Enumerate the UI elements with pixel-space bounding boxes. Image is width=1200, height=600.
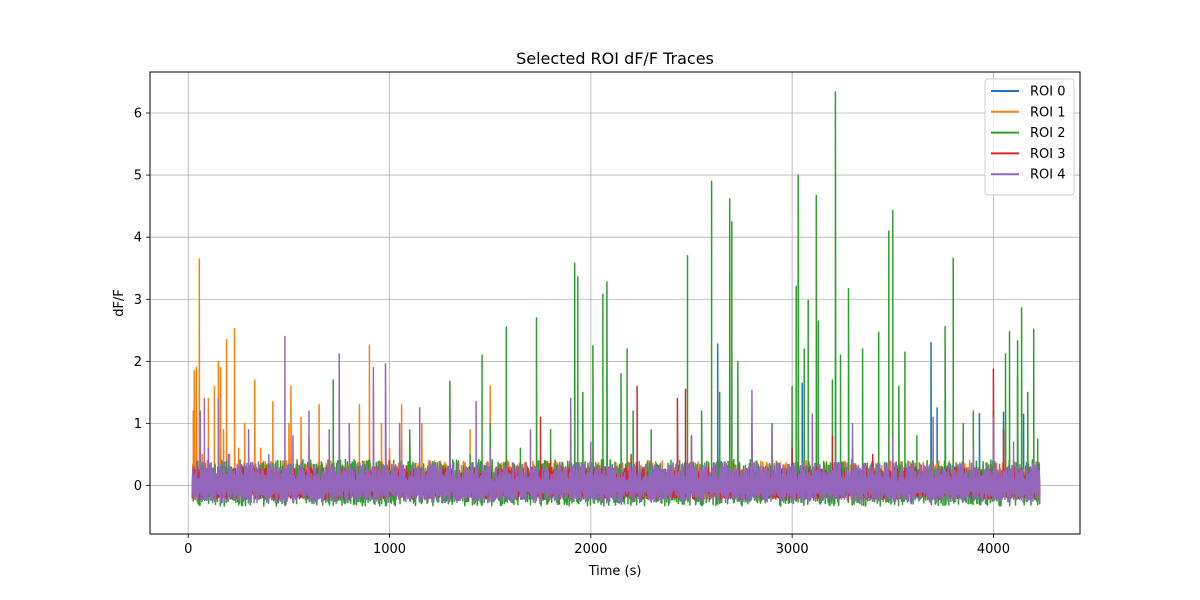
y-axis-label: dF/F — [112, 289, 127, 317]
legend-box — [984, 78, 1075, 196]
x-axis-label: Time (s) — [588, 564, 642, 579]
legend-label: ROI 1 — [1030, 105, 1066, 120]
axes-frame — [149, 71, 1081, 535]
legend-label: ROI 4 — [1030, 168, 1066, 183]
legend-label: ROI 2 — [1030, 126, 1066, 141]
series-line-roi-4 — [191, 335, 1041, 504]
series-line-roi-2 — [191, 91, 1041, 507]
chart-title: Selected ROI dF/F Traces — [516, 49, 714, 68]
tick-layer: 0 1000 2000 3000 4000 0 1 2 3 4 5 6 — [134, 106, 1010, 557]
y-tick-label: 4 — [134, 231, 142, 246]
x-tick-label: 3000 — [776, 542, 809, 557]
y-tick-label: 3 — [134, 293, 142, 308]
series-layer — [191, 91, 1041, 507]
grid-layer — [150, 72, 1080, 534]
y-tick-label: 2 — [134, 355, 142, 370]
legend: ROI 0 ROI 1 ROI 2 ROI 3 ROI 4 — [984, 78, 1075, 196]
y-tick-label: 1 — [134, 417, 142, 432]
legend-label: ROI 0 — [1030, 85, 1066, 100]
x-tick-label: 2000 — [574, 542, 607, 557]
x-tick-label: 4000 — [977, 542, 1010, 557]
legend-label: ROI 3 — [1030, 147, 1066, 162]
y-tick-label: 6 — [134, 106, 142, 121]
y-tick-label: 5 — [134, 169, 142, 184]
x-tick-label: 1000 — [373, 542, 406, 557]
x-tick-label: 0 — [184, 542, 192, 557]
y-tick-label: 0 — [134, 479, 142, 494]
